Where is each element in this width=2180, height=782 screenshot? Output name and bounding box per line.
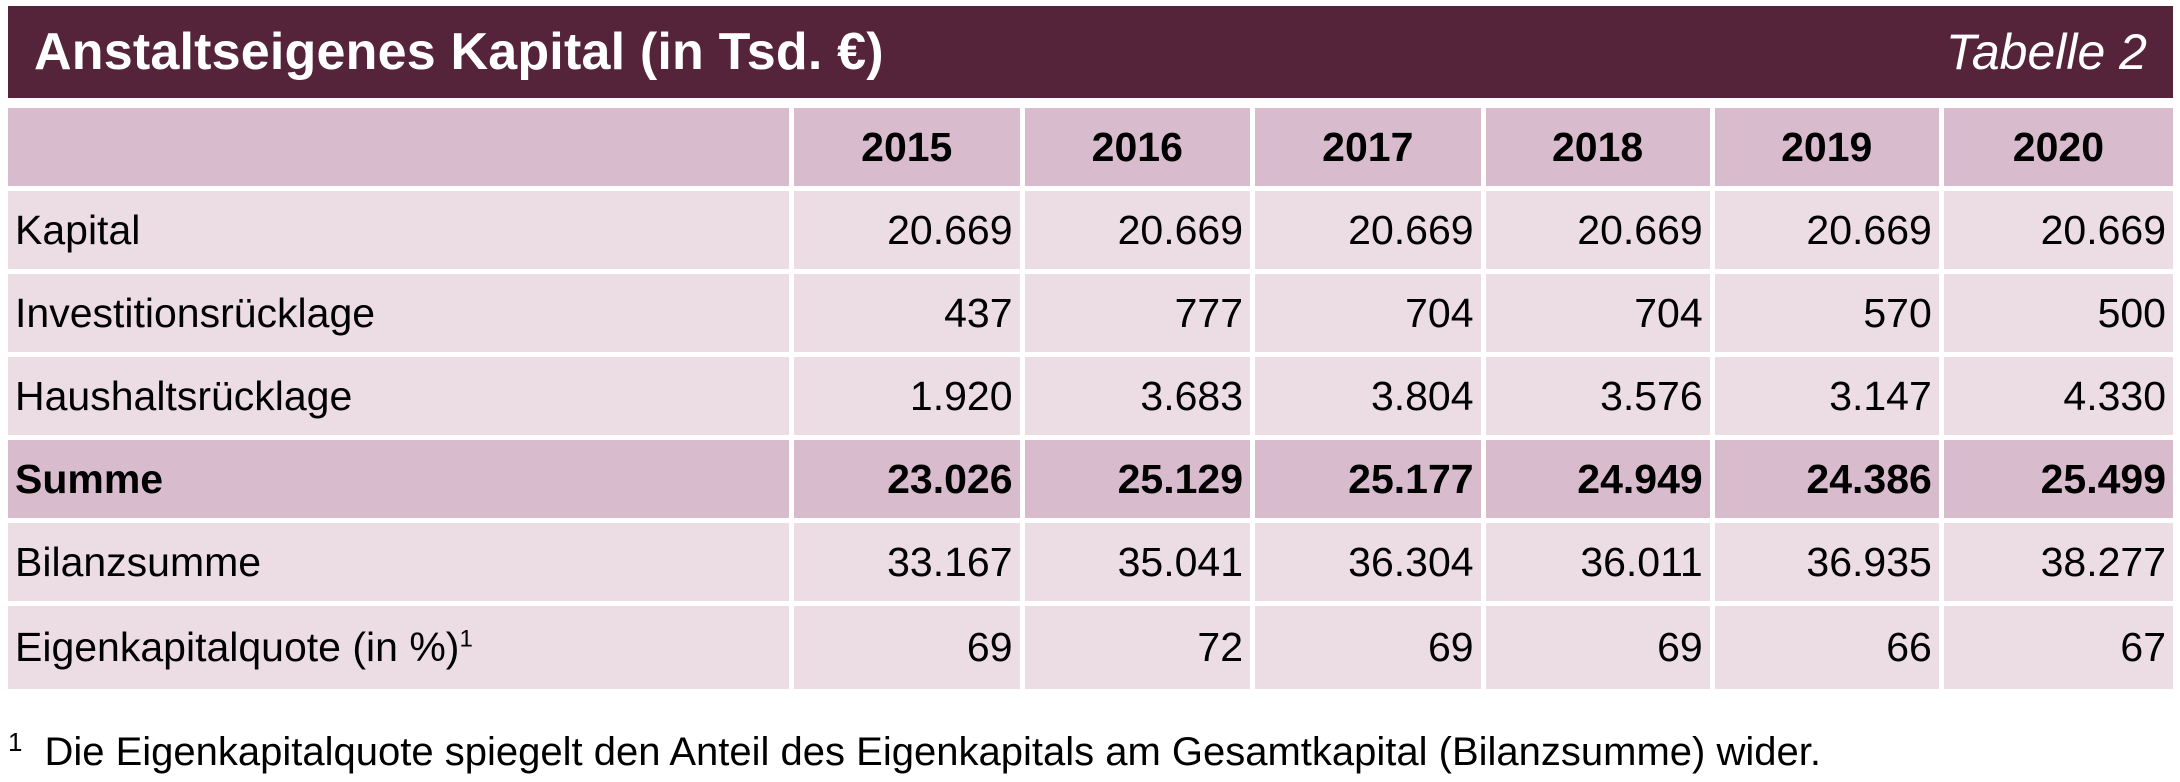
- year-header: 2019: [1714, 108, 1944, 191]
- header-row: 2015 2016 2017 2018 2019 2020: [8, 108, 2173, 191]
- table-row-eigenkapitalquote: Eigenkapitalquote (in %)1 69 72 69 69 66…: [8, 606, 2173, 689]
- value-cell: 69: [1485, 606, 1715, 689]
- value-cell: 3.147: [1714, 357, 1944, 440]
- value-cell: 66: [1714, 606, 1944, 689]
- value-cell: 3.576: [1485, 357, 1715, 440]
- value-cell: 67: [1943, 606, 2173, 689]
- value-cell: 72: [1024, 606, 1256, 689]
- value-cell: 20.669: [1255, 191, 1486, 274]
- footnote: 1 Die Eigenkapitalquote spiegelt den Ante…: [8, 722, 1821, 782]
- table-row-bilanzsumme: Bilanzsumme 33.167 35.041 36.304 36.011 …: [8, 523, 2173, 606]
- value-cell: 25.499: [1943, 440, 2173, 523]
- value-cell: 36.935: [1714, 523, 1944, 606]
- value-cell: 437: [794, 274, 1025, 357]
- year-header: 2016: [1024, 108, 1256, 191]
- year-header: 2020: [1943, 108, 2173, 191]
- value-cell: 69: [794, 606, 1025, 689]
- value-cell: 570: [1714, 274, 1944, 357]
- value-cell: 20.669: [1024, 191, 1256, 274]
- row-label: Eigenkapitalquote (in %): [15, 624, 460, 670]
- value-cell: 20.669: [794, 191, 1025, 274]
- table-row-investitionsruecklage: Investitionsrücklage 437 777 704 704 570…: [8, 274, 2173, 357]
- corner-cell: [8, 108, 794, 191]
- row-label: Kapital: [8, 191, 794, 274]
- value-cell: 20.669: [1943, 191, 2173, 274]
- value-cell: 20.669: [1485, 191, 1715, 274]
- table-row-haushaltsruecklage: Haushaltsrücklage 1.920 3.683 3.804 3.57…: [8, 357, 2173, 440]
- year-header: 2018: [1485, 108, 1715, 191]
- table-row-summe: Summe 23.026 25.129 25.177 24.949 24.386…: [8, 440, 2173, 523]
- row-label-cell: Eigenkapitalquote (in %)1: [8, 606, 794, 689]
- value-cell: 24.386: [1714, 440, 1944, 523]
- value-cell: 36.304: [1255, 523, 1486, 606]
- value-cell: 704: [1485, 274, 1715, 357]
- value-cell: 69: [1255, 606, 1486, 689]
- table-number-label: Tabelle 2: [1945, 24, 2147, 80]
- value-cell: 20.669: [1714, 191, 1944, 274]
- year-header: 2017: [1255, 108, 1486, 191]
- footnote-text: Die Eigenkapitalquote spiegelt den Antei…: [44, 730, 1821, 774]
- footnote-reference: 1: [459, 625, 473, 653]
- value-cell: 35.041: [1024, 523, 1256, 606]
- year-header: 2015: [794, 108, 1025, 191]
- value-cell: 23.026: [794, 440, 1025, 523]
- row-label: Investitionsrücklage: [8, 274, 794, 357]
- title-bar: Anstaltseigenes Kapital (in Tsd. €) Tabe…: [8, 6, 2173, 98]
- value-cell: 3.683: [1024, 357, 1256, 440]
- table-row-kapital: Kapital 20.669 20.669 20.669 20.669 20.6…: [8, 191, 2173, 274]
- value-cell: 25.129: [1024, 440, 1256, 523]
- value-cell: 33.167: [794, 523, 1025, 606]
- value-cell: 3.804: [1255, 357, 1486, 440]
- table-title: Anstaltseigenes Kapital (in Tsd. €): [34, 23, 884, 81]
- value-cell: 500: [1943, 274, 2173, 357]
- value-cell: 704: [1255, 274, 1486, 357]
- capital-table: 2015 2016 2017 2018 2019 2020 Kapital 20…: [8, 108, 2173, 689]
- row-label: Bilanzsumme: [8, 523, 794, 606]
- value-cell: 25.177: [1255, 440, 1486, 523]
- value-cell: 24.949: [1485, 440, 1715, 523]
- value-cell: 36.011: [1485, 523, 1715, 606]
- row-label: Haushaltsrücklage: [8, 357, 794, 440]
- value-cell: 4.330: [1943, 357, 2173, 440]
- footnote-marker: 1: [8, 726, 23, 757]
- value-cell: 38.277: [1943, 523, 2173, 606]
- row-label: Summe: [8, 440, 794, 523]
- value-cell: 777: [1024, 274, 1256, 357]
- value-cell: 1.920: [794, 357, 1025, 440]
